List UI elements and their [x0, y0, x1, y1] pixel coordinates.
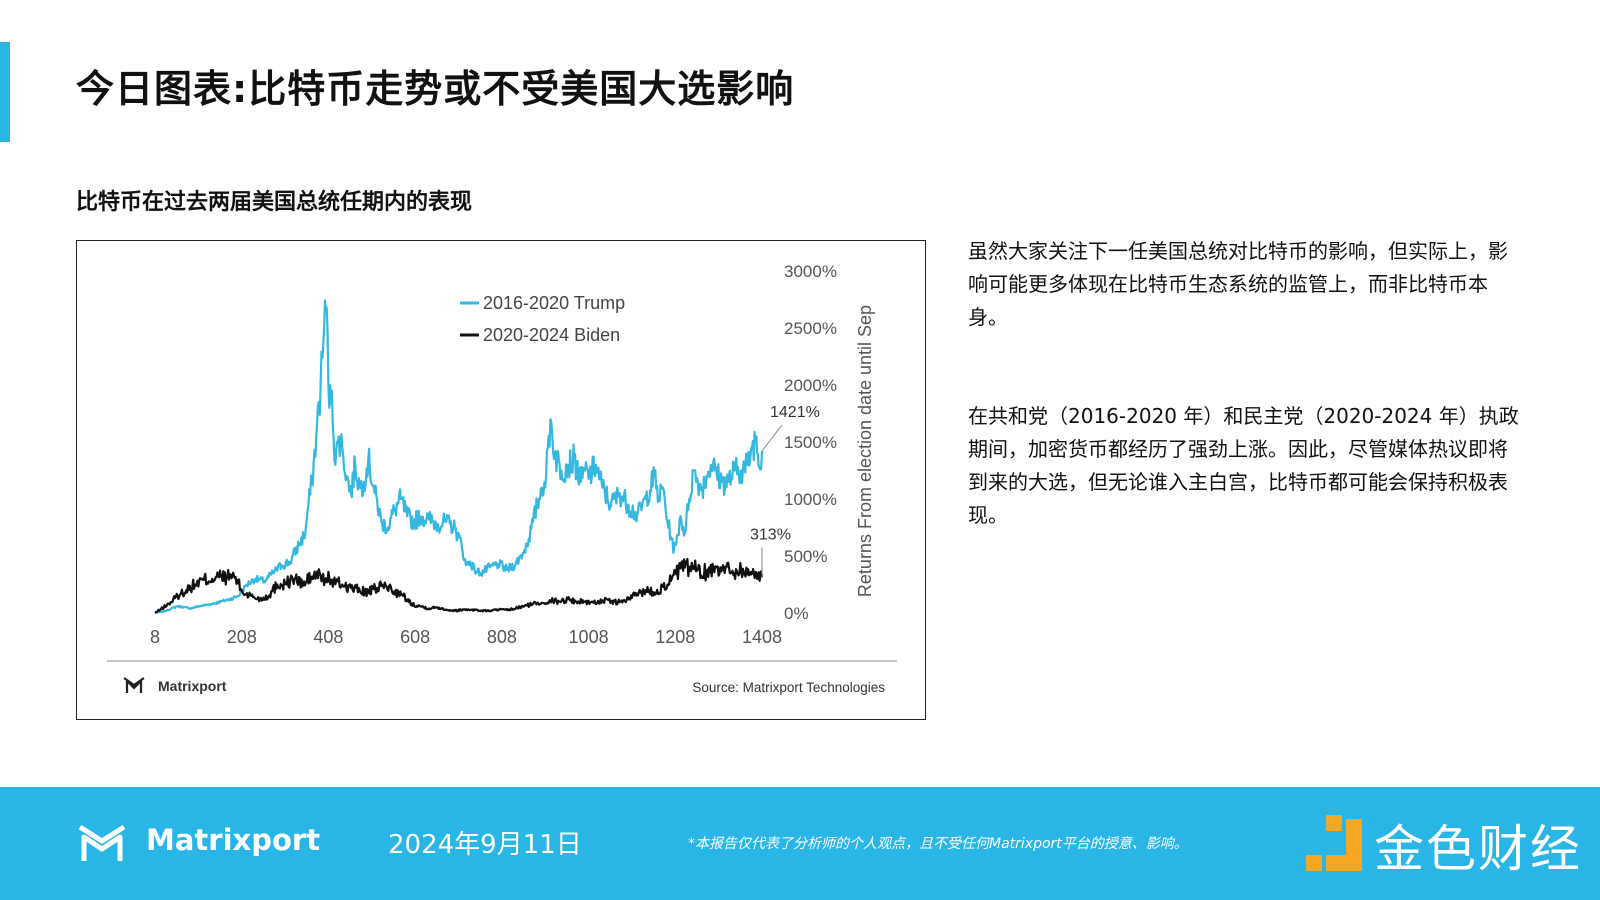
footer-brand: Matrixport — [146, 823, 321, 857]
y-tick-label: 0% — [784, 604, 809, 623]
chart-logo-text: Matrixport — [158, 678, 227, 694]
trump-series-line — [154, 299, 764, 615]
y-axis-label: Returns From election date until Sep — [855, 305, 875, 597]
chart-legend: 2016-2020 Trump 2020-2024 Biden — [460, 293, 625, 345]
matrixport-logo-icon — [78, 824, 126, 861]
chart-annotations: 1421% 313% — [750, 404, 820, 578]
y-tick-label: 1000% — [784, 490, 837, 509]
chart-source: Source: Matrixport Technologies — [692, 680, 885, 695]
x-tick-label: 8 — [150, 627, 160, 647]
jinse-logo-icon — [1306, 815, 1362, 871]
commentary-paragraph-1: 虽然大家关注下一任美国总统对比特币的影响，但实际上，影响可能更多体现在比特币生态… — [968, 239, 1508, 329]
x-tick-label: 408 — [313, 627, 343, 647]
accent-bar — [0, 42, 10, 142]
y-tick-label: 1500% — [784, 433, 837, 452]
chart-logo: Matrixport — [123, 677, 227, 694]
section-title: 比特币在过去两届美国总统任期内的表现 — [76, 190, 473, 215]
x-tick-label: 808 — [487, 627, 517, 647]
legend-label-trump: 2016-2020 Trump — [483, 293, 625, 313]
page-title: 今日图表:比特币走势或不受美国大选影响 — [76, 67, 795, 111]
biden-series-layer — [154, 557, 764, 614]
commentary-paragraph-2: 在共和党（2016-2020 年）和民主党（2020-2024 年）执政期间，加… — [968, 404, 1519, 527]
biden-series-line — [154, 557, 764, 614]
x-tick-label: 1408 — [742, 627, 782, 647]
watermark-text: 金色财经 — [1374, 820, 1582, 878]
matrixport-logo-icon — [123, 677, 145, 693]
annotation-label: 313% — [750, 526, 791, 543]
annotation-label: 1421% — [770, 404, 820, 421]
y-tick-label: 500% — [784, 547, 827, 566]
y-tick-label: 2500% — [784, 319, 837, 338]
trump-series-layer — [154, 299, 764, 615]
chart-container: 8 208 408 608 808 1008 1208 1408 0% 500% 1000% 150… — [76, 240, 926, 720]
x-tick-label: 208 — [227, 627, 257, 647]
x-axis-ticks: 8 208 408 608 808 1008 1208 1408 — [150, 627, 782, 647]
footer-bar: Matrixport 2024年9月11日 *本报告仅代表了分析师的个人观点，且… — [0, 787, 1600, 900]
disclaimer: *本报告仅代表了分析师的个人观点，且不受任何Matrixport平台的授意、影响… — [688, 836, 1188, 852]
legend-label-biden: 2020-2024 Biden — [483, 325, 620, 345]
y-tick-label: 3000% — [784, 262, 837, 281]
x-tick-label: 608 — [400, 627, 430, 647]
bitcoin-returns-chart: 8 208 408 608 808 1008 1208 1408 0% 500% 1000% 150… — [107, 262, 897, 695]
y-tick-label: 2000% — [784, 376, 837, 395]
annotation-leader — [761, 424, 783, 452]
x-tick-label: 1208 — [655, 627, 695, 647]
x-tick-label: 1008 — [569, 627, 609, 647]
report-date: 2024年9月11日 — [388, 830, 582, 860]
y-axis-ticks: 0% 500% 1000% 1500% 2000% 2500% 3000% — [784, 262, 837, 623]
